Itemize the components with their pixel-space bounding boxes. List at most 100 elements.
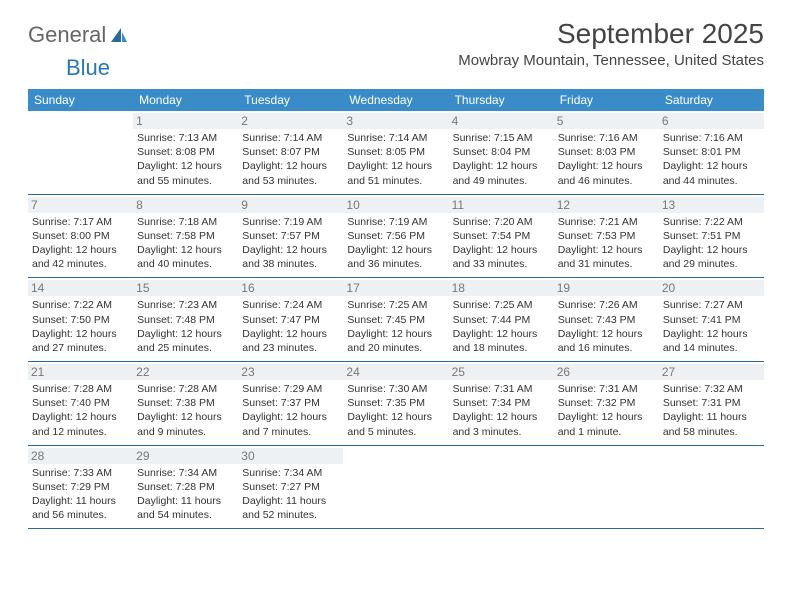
sunrise-text: Sunrise: 7:28 AM <box>137 382 234 396</box>
sunset-text: Sunset: 8:08 PM <box>137 145 234 159</box>
day-cell: . <box>659 446 764 529</box>
daylight-text: Daylight: 12 hours and 33 minutes. <box>453 243 550 271</box>
daylight-text: Daylight: 12 hours and 51 minutes. <box>347 159 444 187</box>
week-row: 28Sunrise: 7:33 AMSunset: 7:29 PMDayligh… <box>28 446 764 530</box>
day-details: Sunrise: 7:31 AMSunset: 7:32 PMDaylight:… <box>558 382 655 439</box>
day-cell: 11Sunrise: 7:20 AMSunset: 7:54 PMDayligh… <box>449 195 554 278</box>
sunrise-text: Sunrise: 7:25 AM <box>453 298 550 312</box>
sunrise-text: Sunrise: 7:14 AM <box>242 131 339 145</box>
daylight-text: Daylight: 12 hours and 53 minutes. <box>242 159 339 187</box>
day-number: 27 <box>659 364 764 380</box>
weekday-thursday: Thursday <box>449 89 554 111</box>
sunset-text: Sunset: 7:38 PM <box>137 396 234 410</box>
daylight-text: Daylight: 11 hours and 58 minutes. <box>663 410 760 438</box>
day-cell: 18Sunrise: 7:25 AMSunset: 7:44 PMDayligh… <box>449 278 554 361</box>
sunrise-text: Sunrise: 7:14 AM <box>347 131 444 145</box>
day-details: Sunrise: 7:26 AMSunset: 7:43 PMDaylight:… <box>558 298 655 355</box>
sunrise-text: Sunrise: 7:28 AM <box>32 382 129 396</box>
week-row: 14 Sunrise: 7:22 AMSunset: 7:50 PMDayligh… <box>28 278 764 362</box>
weekday-header-row: Sunday Monday Tuesday Wednesday Thursday… <box>28 89 764 111</box>
daylight-text: Daylight: 12 hours and 16 minutes. <box>558 327 655 355</box>
day-details: Sunrise: 7:16 AMSunset: 8:01 PMDaylight:… <box>663 131 760 188</box>
weeks-container: . 1Sunrise: 7:13 AMSunset: 8:08 PMDayligh… <box>28 111 764 529</box>
sunset-text: Sunset: 8:04 PM <box>453 145 550 159</box>
sunrise-text: Sunrise: 7:30 AM <box>347 382 444 396</box>
day-details: Sunrise: 7:25 AMSunset: 7:44 PMDaylight:… <box>453 298 550 355</box>
day-number: 2 <box>238 113 343 129</box>
sunrise-text: Sunrise: 7:17 AM <box>32 215 129 229</box>
day-details: Sunrise: 7:22 AMSunset: 7:50 PMDaylight:… <box>32 298 129 355</box>
day-cell: 22Sunrise: 7:28 AMSunset: 7:38 PMDayligh… <box>133 362 238 445</box>
sunrise-text: Sunrise: 7:19 AM <box>242 215 339 229</box>
day-details: Sunrise: 7:28 AMSunset: 7:40 PMDaylight:… <box>32 382 129 439</box>
sunset-text: Sunset: 7:56 PM <box>347 229 444 243</box>
daylight-text: Daylight: 12 hours and 23 minutes. <box>242 327 339 355</box>
day-cell: 10Sunrise: 7:19 AMSunset: 7:56 PMDayligh… <box>343 195 448 278</box>
daylight-text: Daylight: 11 hours and 56 minutes. <box>32 494 129 522</box>
sunrise-text: Sunrise: 7:32 AM <box>663 382 760 396</box>
daylight-text: Daylight: 12 hours and 31 minutes. <box>558 243 655 271</box>
day-cell: 17Sunrise: 7:25 AMSunset: 7:45 PMDayligh… <box>343 278 448 361</box>
day-cell: 27Sunrise: 7:32 AMSunset: 7:31 PMDayligh… <box>659 362 764 445</box>
daylight-text: Daylight: 12 hours and 1 minute. <box>558 410 655 438</box>
day-number: 13 <box>659 197 764 213</box>
week-row: .1Sunrise: 7:13 AMSunset: 8:08 PMDayligh… <box>28 111 764 195</box>
day-details: Sunrise: 7:24 AMSunset: 7:47 PMDaylight:… <box>242 298 339 355</box>
day-cell: 1Sunrise: 7:13 AMSunset: 8:08 PMDaylight… <box>133 111 238 194</box>
week-row: 21Sunrise: 7:28 AMSunset: 7:40 PMDayligh… <box>28 362 764 446</box>
day-cell: 30Sunrise: 7:34 AMSunset: 7:27 PMDayligh… <box>238 446 343 529</box>
day-details: Sunrise: 7:20 AMSunset: 7:54 PMDaylight:… <box>453 215 550 272</box>
title-block: September 2025 Mowbray Mountain, Tenness… <box>458 18 764 75</box>
daylight-text: Daylight: 12 hours and 5 minutes. <box>347 410 444 438</box>
daylight-text: Daylight: 11 hours and 52 minutes. <box>242 494 339 522</box>
day-cell: 7Sunrise: 7:17 AMSunset: 8:00 PMDaylight… <box>28 195 133 278</box>
logo-text-blue: Blue <box>66 55 110 80</box>
weekday-tuesday: Tuesday <box>238 89 343 111</box>
sunrise-text: Sunrise: 7:18 AM <box>137 215 234 229</box>
day-cell: 4Sunrise: 7:15 AMSunset: 8:04 PMDaylight… <box>449 111 554 194</box>
day-details: Sunrise: 7:13 AMSunset: 8:08 PMDaylight:… <box>137 131 234 188</box>
sunset-text: Sunset: 7:48 PM <box>137 313 234 327</box>
day-number: 5 <box>554 113 659 129</box>
sunrise-text: Sunrise: 7:16 AM <box>663 131 760 145</box>
day-cell: . <box>449 446 554 529</box>
day-details: Sunrise: 7:25 AMSunset: 7:45 PMDaylight:… <box>347 298 444 355</box>
sunset-text: Sunset: 7:53 PM <box>558 229 655 243</box>
sunset-text: Sunset: 8:03 PM <box>558 145 655 159</box>
day-number: 3 <box>343 113 448 129</box>
month-year: September 2025 <box>458 18 764 50</box>
sunset-text: Sunset: 7:37 PM <box>242 396 339 410</box>
day-number: 10 <box>343 197 448 213</box>
day-number: 22 <box>133 364 238 380</box>
sunset-text: Sunset: 7:29 PM <box>32 480 129 494</box>
day-details: Sunrise: 7:14 AMSunset: 8:07 PMDaylight:… <box>242 131 339 188</box>
day-number: 6 <box>659 113 764 129</box>
day-details: Sunrise: 7:33 AMSunset: 7:29 PMDaylight:… <box>32 466 129 523</box>
day-number: 9 <box>238 197 343 213</box>
day-cell: 25Sunrise: 7:31 AMSunset: 7:34 PMDayligh… <box>449 362 554 445</box>
day-details: Sunrise: 7:14 AMSunset: 8:05 PMDaylight:… <box>347 131 444 188</box>
day-details: Sunrise: 7:15 AMSunset: 8:04 PMDaylight:… <box>453 131 550 188</box>
sunset-text: Sunset: 7:35 PM <box>347 396 444 410</box>
day-details: Sunrise: 7:34 AMSunset: 7:28 PMDaylight:… <box>137 466 234 523</box>
sunset-text: Sunset: 8:07 PM <box>242 145 339 159</box>
day-cell: 9 Sunrise: 7:19 AMSunset: 7:57 PMDaylight… <box>238 195 343 278</box>
day-cell: 29Sunrise: 7:34 AMSunset: 7:28 PMDayligh… <box>133 446 238 529</box>
day-number: 12 <box>554 197 659 213</box>
day-details: Sunrise: 7:19 AMSunset: 7:57 PMDaylight:… <box>242 215 339 272</box>
day-cell: 2 Sunrise: 7:14 AMSunset: 8:07 PMDaylight… <box>238 111 343 194</box>
sunset-text: Sunset: 7:32 PM <box>558 396 655 410</box>
daylight-text: Daylight: 12 hours and 29 minutes. <box>663 243 760 271</box>
sunset-text: Sunset: 8:01 PM <box>663 145 760 159</box>
daylight-text: Daylight: 11 hours and 54 minutes. <box>137 494 234 522</box>
sunrise-text: Sunrise: 7:31 AM <box>453 382 550 396</box>
week-row: 7Sunrise: 7:17 AMSunset: 8:00 PMDaylight… <box>28 195 764 279</box>
sunrise-text: Sunrise: 7:25 AM <box>347 298 444 312</box>
day-number: 14 <box>28 280 133 296</box>
sunrise-text: Sunrise: 7:24 AM <box>242 298 339 312</box>
sunrise-text: Sunrise: 7:19 AM <box>347 215 444 229</box>
day-cell: 3 Sunrise: 7:14 AMSunset: 8:05 PMDaylight… <box>343 111 448 194</box>
calendar: Sunday Monday Tuesday Wednesday Thursday… <box>28 89 764 529</box>
day-cell: . <box>343 446 448 529</box>
day-cell: 16Sunrise: 7:24 AMSunset: 7:47 PMDayligh… <box>238 278 343 361</box>
